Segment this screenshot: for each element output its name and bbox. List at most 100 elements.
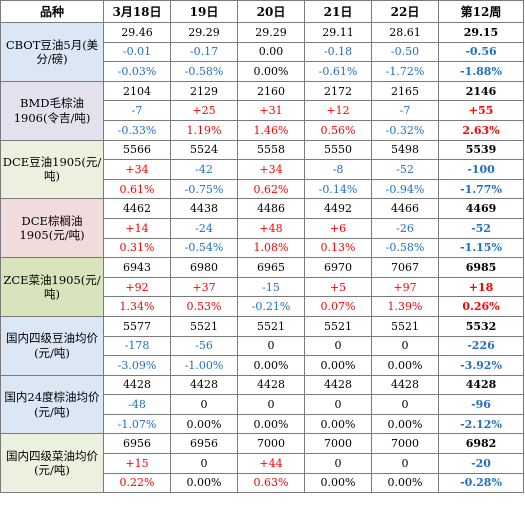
header-22: 22日	[371, 0, 439, 23]
table-row: ZCE菜油1905(元/吨) 6943 6980 6965 6970 7067 6985	[0, 257, 524, 317]
table-row: +92 +37 -15 +5 +97 +18	[1, 276, 524, 298]
change-cell: -52	[438, 217, 524, 239]
price-cell: 5521	[170, 315, 238, 337]
pct-cell: -1.15%	[438, 237, 524, 259]
variety-label: ZCE菜油1905(元/吨)	[0, 257, 104, 317]
price-cell: 7000	[237, 433, 305, 455]
pct-cell: 0.00%	[170, 413, 238, 435]
price-cell: 4469	[438, 198, 524, 219]
change-cell: +12	[304, 100, 372, 121]
price-cell: 2146	[438, 80, 524, 102]
variety-label: CBOT豆油5月(美分/磅)	[0, 22, 104, 82]
pct-cell: 0.00%	[237, 355, 305, 376]
variety-label: 国内四级豆油均价(元/吨)	[0, 315, 104, 376]
change-cell: +34	[237, 159, 305, 180]
table-row: -178 -56 0 0 0 -226	[1, 335, 524, 357]
change-cell: +25	[170, 100, 238, 121]
table-row: +14 -24 +48 +6 -26 -52	[1, 217, 524, 239]
header-row: 品种 3月18日 19日 20日 21日 22日 第12周	[0, 0, 524, 23]
price-cell: 6985	[438, 257, 524, 278]
pct-cell: -1.88%	[438, 61, 524, 82]
price-cell: 7067	[371, 257, 439, 278]
change-cell: 0	[371, 453, 439, 474]
price-cell: 29.29	[237, 22, 305, 43]
pct-cell: 0.62%	[237, 178, 305, 200]
header-19: 19日	[170, 0, 238, 23]
change-cell: -178	[103, 335, 171, 357]
pct-cell: 0.00%	[304, 413, 372, 435]
change-cell: -0.50	[371, 41, 439, 63]
change-cell: 0	[371, 335, 439, 357]
pct-cell: 1.34%	[103, 296, 171, 317]
pct-cell: 0.22%	[103, 472, 171, 494]
price-cell: 5566	[103, 139, 171, 161]
change-cell: +48	[237, 217, 305, 239]
table-row: 国内四级豆油均价(元/吨) 5577 5521 5521 5521 5521 5532	[0, 315, 524, 376]
table-row: BMD毛棕油1906(令吉/吨) 2104 2129 2160 2172 2165 2146	[0, 80, 524, 141]
price-cell: 5524	[170, 139, 238, 161]
pct-cell: -0.58%	[170, 61, 238, 82]
pct-cell: -0.33%	[103, 119, 171, 141]
price-cell: 5521	[371, 315, 439, 337]
price-cell: 6965	[237, 257, 305, 278]
pct-cell: -0.58%	[371, 237, 439, 259]
change-cell: -0.17	[170, 41, 238, 63]
change-cell: +14	[103, 217, 171, 239]
pct-cell: 1.19%	[170, 119, 238, 141]
price-cell: 4428	[170, 374, 238, 396]
change-cell: -0.01	[103, 41, 171, 63]
pct-cell: 0.00%	[304, 472, 372, 494]
change-cell: -7	[371, 100, 439, 121]
pct-cell: -0.03%	[103, 61, 171, 82]
pct-cell: -0.28%	[438, 472, 524, 494]
table-row: DCE棕榈油1905(元/吨) 4462 4438 4486 4492 4466 4469	[0, 198, 524, 259]
pct-cell: 0.00%	[371, 413, 439, 435]
change-cell: 0	[170, 453, 238, 474]
price-cell: 6982	[438, 433, 524, 455]
change-cell: -8	[304, 159, 372, 180]
price-cell: 6970	[304, 257, 372, 278]
table-row: -48 0 0 0 0 -96	[1, 394, 524, 415]
change-cell: -226	[438, 335, 524, 357]
table-row: 1.34% 0.53% -0.21% 0.07% 1.39% 0.26%	[1, 296, 524, 317]
pct-cell: -1.77%	[438, 178, 524, 200]
pct-cell: -1.07%	[103, 413, 171, 435]
pct-cell: 0.00%	[371, 355, 439, 376]
variety-label: BMD毛棕油1906(令吉/吨)	[0, 80, 104, 141]
header-mar18: 3月18日	[103, 0, 171, 23]
change-cell: -24	[170, 217, 238, 239]
change-cell: +92	[103, 276, 171, 298]
pct-cell: -2.12%	[438, 413, 524, 435]
change-cell: -0.56	[438, 41, 524, 63]
change-cell: -96	[438, 394, 524, 415]
pct-cell: 0.56%	[304, 119, 372, 141]
variety-label: DCE豆油1905(元/吨)	[0, 139, 104, 200]
change-cell: 0	[304, 335, 372, 357]
pct-cell: 0.00%	[237, 61, 305, 82]
price-cell: 5577	[103, 315, 171, 337]
pct-cell: -0.14%	[304, 178, 372, 200]
price-cell: 4486	[237, 198, 305, 219]
price-cell: 4428	[304, 374, 372, 396]
pct-cell: -0.32%	[371, 119, 439, 141]
table-row: -0.01 -0.17 0.00 -0.18 -0.50 -0.56	[1, 41, 524, 63]
pct-cell: -0.21%	[237, 296, 305, 317]
pct-cell: 2.63%	[438, 119, 524, 141]
pct-cell: 0.00%	[304, 355, 372, 376]
change-cell: 0	[170, 394, 238, 415]
price-cell: 29.46	[103, 22, 171, 43]
price-cell: 4428	[237, 374, 305, 396]
pct-cell: 0.07%	[304, 296, 372, 317]
change-cell: -20	[438, 453, 524, 474]
price-cell: 4428	[103, 374, 171, 396]
price-cell: 28.61	[371, 22, 439, 43]
change-cell: 0	[371, 394, 439, 415]
pct-cell: -3.92%	[438, 355, 524, 376]
change-cell: +44	[237, 453, 305, 474]
pct-cell: 1.46%	[237, 119, 305, 141]
header-variety: 品种	[0, 0, 104, 23]
variety-label: 国内四级菜油均价(元/吨)	[0, 433, 104, 494]
price-cell: 7000	[304, 433, 372, 455]
pct-cell: -1.00%	[170, 355, 238, 376]
price-cell: 2165	[371, 80, 439, 102]
